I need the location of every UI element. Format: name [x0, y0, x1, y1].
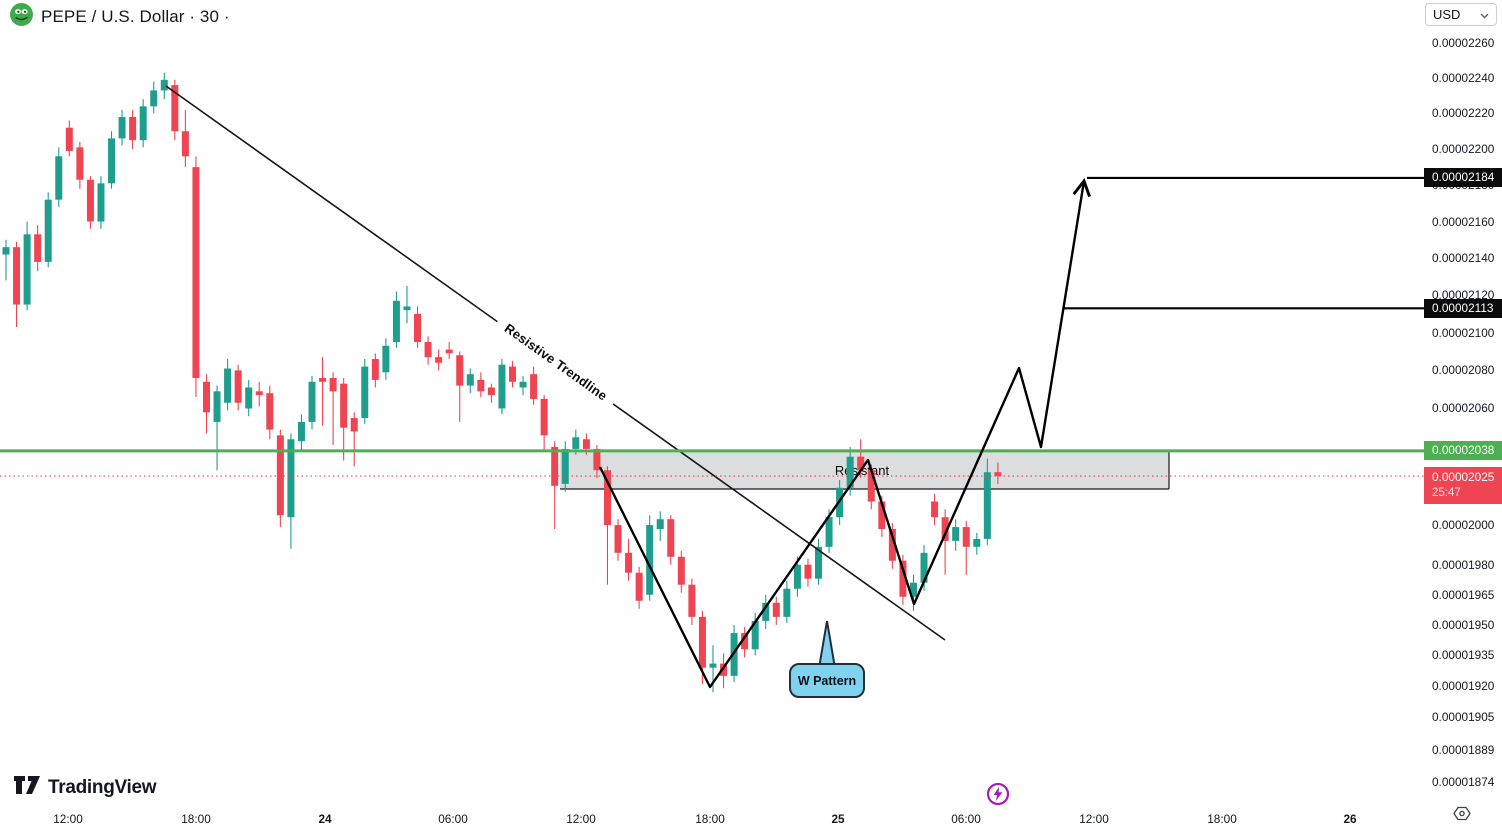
price-tick: 0.00002080: [1432, 363, 1495, 378]
symbol-title[interactable]: PEPE / U.S. Dollar · 30 ·: [41, 7, 230, 26]
currency-value: USD: [1433, 7, 1461, 22]
flash-icon[interactable]: [986, 782, 1010, 811]
w-pattern-callout-label[interactable]: W Pattern: [798, 674, 856, 688]
time-tick: 24: [318, 812, 332, 826]
price-tick: 0.00001950: [1432, 617, 1495, 632]
price-tick: 0.00001905: [1432, 710, 1495, 725]
currency-selector[interactable]: USD: [1425, 3, 1497, 26]
price-label-alert-line[interactable]: 0.00002038: [1424, 441, 1502, 460]
time-tick: 06:00: [438, 812, 468, 826]
time-tick: 18:00: [181, 812, 211, 826]
time-tick: 25: [831, 812, 845, 826]
price-tick: 0.00002060: [1432, 401, 1495, 416]
symbol-header[interactable]: PEPE / U.S. Dollar · 30 ·: [10, 3, 230, 31]
pepe-logo-icon: [10, 3, 33, 31]
price-label-lower-target[interactable]: 0.00002113: [1424, 299, 1502, 318]
last-price-value: 0.00002025: [1432, 470, 1495, 484]
tradingview-logo-icon: [12, 773, 42, 802]
time-tick: 12:00: [53, 812, 83, 826]
time-tick: 12:00: [1079, 812, 1109, 826]
price-tick: 0.00002240: [1432, 71, 1495, 86]
price-tick: 0.00002160: [1432, 214, 1495, 229]
price-tick: 0.00001965: [1432, 587, 1495, 602]
price-tick: 0.00001920: [1432, 679, 1495, 694]
price-tick: 0.00001980: [1432, 557, 1495, 572]
price-tick: 0.00001874: [1432, 774, 1495, 789]
price-tick: 0.00002120: [1432, 288, 1495, 303]
time-tick: 12:00: [566, 812, 596, 826]
price-tick: 0.00001935: [1432, 648, 1495, 663]
price-tick: 0.00002100: [1432, 325, 1495, 340]
w-pattern-callout[interactable]: W Pattern: [789, 620, 865, 698]
price-tick: 0.00002220: [1432, 106, 1495, 121]
price-label-last[interactable]: 0.00002025 25:47: [1424, 467, 1502, 504]
horizontal-level-lines[interactable]: [0, 176, 1424, 477]
time-tick: 18:00: [695, 812, 725, 826]
chevron-down-icon: [1480, 7, 1489, 22]
price-tick: 0.00002260: [1432, 36, 1495, 50]
price-tick: 0.00002000: [1432, 518, 1495, 533]
bar-countdown: 25:47: [1432, 487, 1461, 499]
time-tick: 18:00: [1207, 812, 1237, 826]
price-tick: 0.00001889: [1432, 743, 1495, 758]
resistance-zone[interactable]: Resistant: [560, 451, 1170, 490]
time-tick: 06:00: [951, 812, 981, 826]
price-label-upper-target[interactable]: 0.00002184: [1424, 168, 1502, 187]
scale-settings-icon[interactable]: [1453, 805, 1471, 827]
price-tick: 0.00002200: [1432, 142, 1495, 157]
time-tick: 26: [1343, 812, 1357, 826]
tradingview-logo-text: TradingView: [48, 776, 157, 798]
price-tick: 0.00002140: [1432, 251, 1495, 266]
tradingview-logo[interactable]: TradingView: [12, 773, 157, 802]
w-pattern-drawing[interactable]: [598, 181, 1084, 689]
candlestick-series: [2, 72, 1002, 693]
